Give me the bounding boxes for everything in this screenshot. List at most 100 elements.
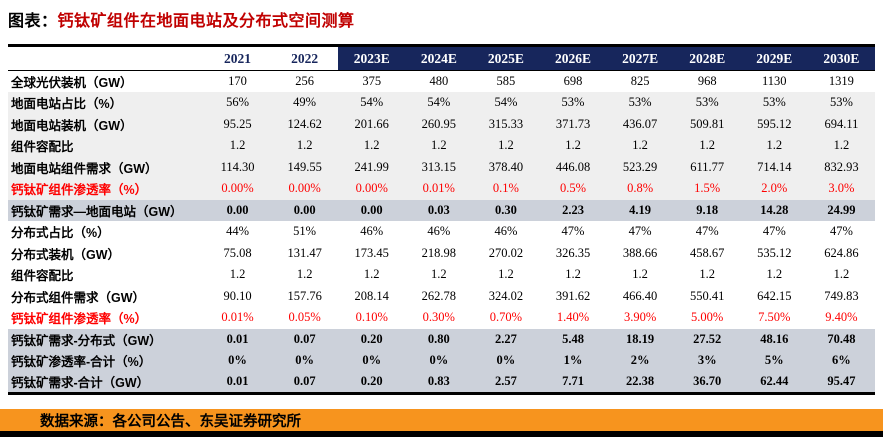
- value-cell: 375: [362, 74, 382, 88]
- value-cell: 256: [295, 74, 315, 88]
- column-header: 2024E: [405, 44, 473, 71]
- value-cell: 0.00%: [221, 181, 254, 196]
- value-cell: 825: [630, 74, 650, 88]
- table-body: 全球光伏装机（GW） 170 256 375 480 585 698 825 968 1130 13…: [8, 70, 875, 395]
- row-label: 分布式装机（GW）: [11, 247, 121, 262]
- value-cell: 324.02: [488, 288, 524, 303]
- value-cell: 642.15: [757, 288, 792, 303]
- column-header: 2026E: [539, 44, 607, 71]
- value-cell: 595.12: [757, 116, 792, 131]
- value-cell: 3%: [697, 353, 717, 368]
- value-cell: 54%: [360, 95, 384, 110]
- value-cell: 0.01%: [422, 181, 455, 196]
- value-cell: 624.86: [824, 245, 859, 260]
- table-row: 钙钛矿需求-分布式（GW） 0.01 0.07 0.20 0.80 2.27 5.48 18.…: [8, 328, 875, 350]
- value-cell: 47%: [829, 224, 853, 239]
- value-cell: 0.8%: [627, 181, 654, 196]
- value-cell: 0.05%: [288, 310, 321, 325]
- value-cell: 1130: [762, 74, 787, 88]
- row-label: 钙钛矿需求—地面电站（GW）: [11, 204, 183, 219]
- value-cell: 1.2: [431, 267, 447, 282]
- value-cell: 44%: [226, 224, 249, 239]
- value-cell: 5%: [764, 353, 784, 368]
- value-cell: 446.08: [555, 159, 591, 174]
- value-cell: 27.52: [693, 331, 722, 346]
- value-cell: 313.15: [421, 159, 457, 174]
- value-cell: 0.01: [204, 371, 272, 395]
- column-header: 2023E: [338, 44, 406, 71]
- value-cell: 54%: [494, 95, 518, 110]
- value-cell: 3.0%: [828, 181, 855, 196]
- value-cell: 2.27: [494, 331, 517, 346]
- value-cell: 241.99: [354, 159, 389, 174]
- value-cell: 62.44: [740, 371, 808, 395]
- row-label: 全球光伏装机（GW）: [11, 76, 133, 90]
- column-header: 2028E: [673, 44, 741, 71]
- value-cell: 1.2: [632, 267, 648, 282]
- value-cell: 1.2: [229, 138, 246, 153]
- figure-title-text: 钙钛矿组件在地面电站及分布式空间测算: [57, 13, 355, 30]
- value-cell: 49%: [293, 95, 317, 110]
- value-cell: 388.66: [622, 245, 658, 260]
- projection-table: 2021 2022 2023E 2024E 2025E 2026E 2027E 2028E 20…: [8, 44, 875, 395]
- value-cell: 611.77: [690, 159, 725, 174]
- source-bar: 数据来源：各公司公告、东吴证券研究所: [0, 409, 883, 431]
- table-row: 地面电站占比（%） 56% 49% 54% 54% 54% 53% 53% 53% 53% 53%: [8, 92, 875, 114]
- value-cell: 51%: [293, 224, 317, 239]
- value-cell: 1.2: [565, 138, 581, 153]
- value-cell: 694.11: [824, 116, 859, 131]
- value-cell: 0.70%: [489, 310, 523, 325]
- row-label: 地面电站占比（%）: [11, 97, 123, 112]
- value-cell: 378.40: [488, 159, 524, 174]
- table-row: 地面电站组件需求（GW） 114.30 149.55 241.99 313.15 378.…: [8, 156, 875, 178]
- value-cell: 48.16: [760, 331, 789, 346]
- column-header: 2030E: [807, 44, 875, 71]
- value-cell: 47%: [695, 224, 719, 239]
- value-cell: 0.01: [226, 331, 249, 346]
- value-cell: 458.67: [690, 245, 725, 260]
- value-cell: 1.2: [431, 138, 447, 153]
- value-cell: 832.93: [824, 159, 859, 174]
- value-cell: 9.18: [696, 202, 719, 217]
- value-cell: 124.62: [287, 116, 322, 131]
- table-row: 组件容配比 1.2 1.2 1.2 1.2 1.2 1.2 1.2 1.2 1.2 1.2: [8, 135, 875, 157]
- value-cell: 523.29: [622, 159, 658, 174]
- row-label: 钙钛矿需求-分布式（GW）: [11, 333, 162, 348]
- value-cell: 0%: [295, 353, 315, 368]
- value-cell: 0%: [362, 353, 382, 368]
- value-cell: 2.0%: [761, 181, 788, 196]
- row-label: 钙钛矿渗透率-合计（%）: [11, 355, 152, 370]
- value-cell: 1.2: [833, 138, 850, 153]
- value-cell: 2%: [630, 353, 650, 368]
- value-cell: 585: [496, 74, 516, 88]
- value-cell: 1.2: [833, 267, 850, 282]
- value-cell: 95.47: [807, 371, 875, 395]
- figure-title-prefix: 图表：: [8, 13, 58, 30]
- value-cell: 47%: [762, 224, 786, 239]
- source-text: 数据来源：各公司公告、东吴证券研究所: [40, 413, 301, 430]
- value-cell: 0.07: [293, 331, 316, 346]
- table-row: 地面电站装机（GW） 95.25 124.62 201.66 260.95 315.33 3…: [8, 113, 875, 135]
- value-cell: 2.23: [562, 202, 584, 217]
- value-cell: 391.62: [555, 288, 591, 303]
- row-label: 钙钛矿需求-合计（GW）: [8, 371, 204, 395]
- value-cell: 14.28: [760, 202, 789, 217]
- value-cell: 262.78: [421, 288, 457, 303]
- value-cell: 22.38: [606, 371, 674, 395]
- value-cell: 1.2: [229, 267, 246, 282]
- value-cell: 0.30: [494, 202, 517, 217]
- value-cell: 114.30: [220, 159, 255, 174]
- value-cell: 5.00%: [691, 310, 724, 325]
- table-row: 钙钛矿组件渗透率（%） 0.00% 0.00% 0.00% 0.01% 0.1% 0.5% 0…: [8, 178, 875, 200]
- value-cell: 0.1%: [492, 181, 519, 196]
- value-cell: 75.08: [223, 245, 252, 260]
- value-cell: 550.41: [690, 288, 725, 303]
- value-cell: 270.02: [488, 245, 524, 260]
- value-cell: 371.73: [555, 116, 591, 131]
- row-label: 钙钛矿组件渗透率（%）: [11, 312, 148, 327]
- value-cell: 46%: [360, 224, 384, 239]
- table-head: 2021 2022 2023E 2024E 2025E 2026E 2027E 2028E 20…: [8, 44, 875, 71]
- value-cell: 36.70: [673, 371, 741, 395]
- value-cell: 1319: [828, 74, 854, 88]
- value-cell: 56%: [226, 95, 249, 110]
